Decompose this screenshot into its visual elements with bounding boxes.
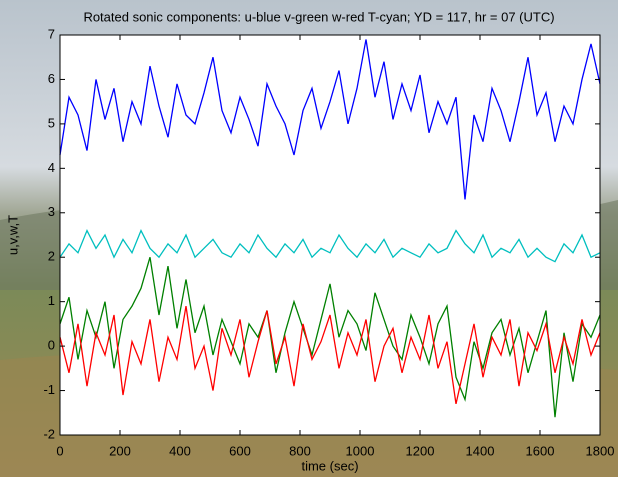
- plot-area: [60, 35, 600, 435]
- y-axis-label: u,v,w,T: [5, 215, 20, 255]
- series-line: [59, 228, 601, 263]
- x-tick-label: 400: [169, 443, 191, 458]
- x-tick-label: 1200: [406, 443, 435, 458]
- y-tick-label: 6: [48, 71, 55, 86]
- y-tick-label: 1: [48, 293, 55, 308]
- y-tick-label: 2: [48, 249, 55, 264]
- chart-title: Rotated sonic components: u-blue v-green…: [83, 9, 554, 24]
- y-tick-label: 0: [48, 338, 55, 353]
- y-tick-label: 5: [48, 115, 55, 130]
- y-tick-label: 7: [48, 26, 55, 41]
- x-tick-label: 1000: [346, 443, 375, 458]
- x-tick-label: 600: [229, 443, 251, 458]
- series-line: [59, 306, 601, 405]
- x-tick-label: 1400: [466, 443, 495, 458]
- x-tick-label: 200: [109, 443, 131, 458]
- y-tick-label: 4: [48, 160, 55, 175]
- plot-content: [59, 39, 601, 418]
- x-axis-label: time (sec): [301, 458, 358, 473]
- series-line: [59, 257, 601, 418]
- y-tick-label: -2: [43, 426, 55, 441]
- y-tick-label: -1: [43, 382, 55, 397]
- series-line: [59, 39, 601, 200]
- y-tick-label: 3: [48, 204, 55, 219]
- x-tick-label: 1800: [586, 443, 615, 458]
- x-tick-label: 0: [56, 443, 63, 458]
- x-tick-label: 800: [289, 443, 311, 458]
- axes-box: [59, 34, 601, 436]
- x-tick-label: 1600: [526, 443, 555, 458]
